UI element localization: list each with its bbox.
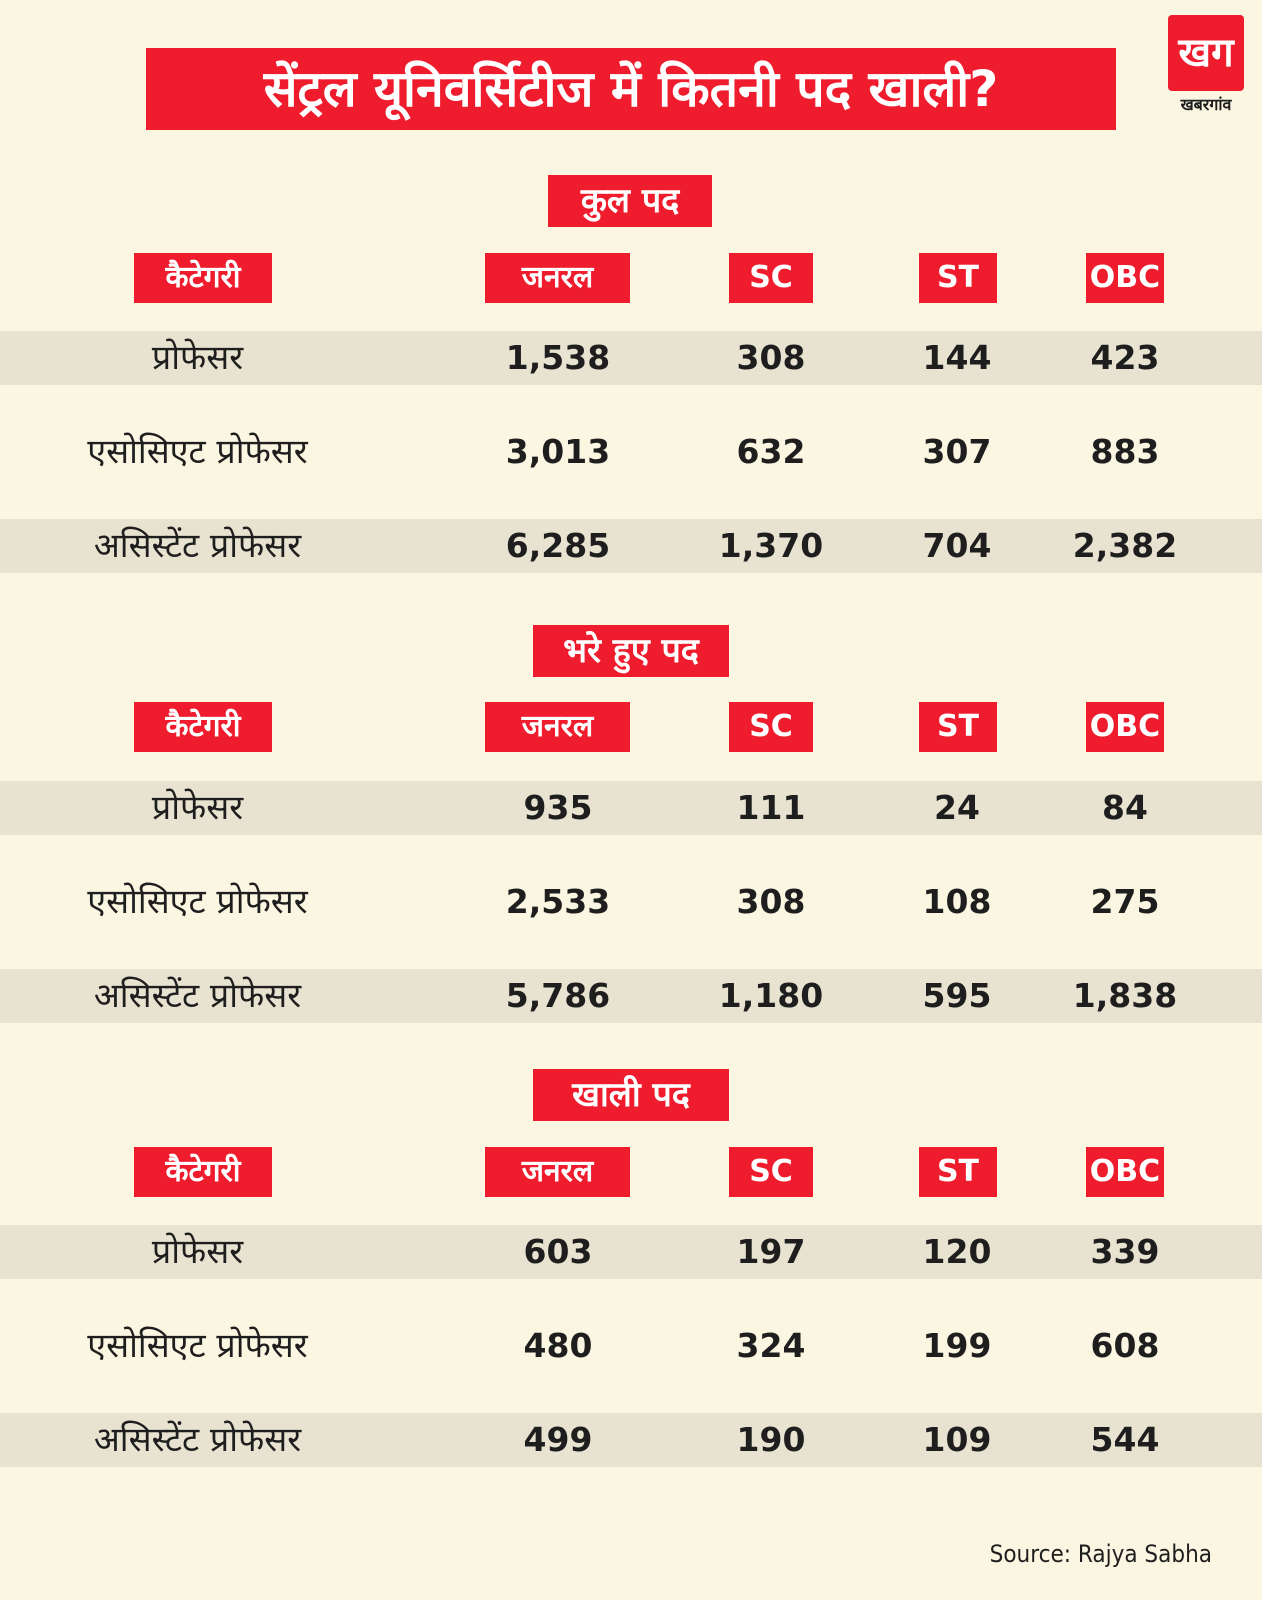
table-cell: 1,180: [718, 976, 824, 1015]
table-row: प्रोफेसर 603 197 120 339: [0, 1225, 1262, 1279]
table-cell: 883: [1090, 432, 1160, 471]
header-general: जनरल: [485, 1147, 630, 1197]
section-title-vacant: खाली पद: [533, 1069, 729, 1121]
header-category: कैटेगरी: [134, 253, 272, 303]
row-label: प्रोफेसर: [151, 788, 244, 828]
table-cell: 307: [922, 432, 992, 471]
header-obc: OBC: [1086, 253, 1164, 303]
table-cell: 544: [1090, 1420, 1160, 1459]
table-cell: 339: [1090, 1232, 1160, 1271]
header-st: ST: [919, 253, 997, 303]
logo: खग खबरगांव: [1168, 15, 1244, 115]
table-cell: 275: [1090, 882, 1160, 921]
table-cell: 632: [736, 432, 806, 471]
row-label: प्रोफेसर: [151, 1232, 244, 1272]
header-sc: SC: [729, 702, 813, 752]
header-obc: OBC: [1086, 1147, 1164, 1197]
table-row: असिस्टेंट प्रोफेसर 6,285 1,370 704 2,382: [0, 519, 1262, 573]
table-cell: 111: [736, 788, 806, 827]
row-label: एसोसिएट प्रोफेसर: [87, 432, 308, 472]
table-cell: 108: [922, 882, 992, 921]
table-cell: 144: [922, 338, 992, 377]
table-row: एसोसिएट प्रोफेसर 480 324 199 608: [0, 1319, 1262, 1373]
logo-mark: खग: [1168, 15, 1244, 91]
table-cell: 190: [736, 1420, 806, 1459]
table-cell: 109: [922, 1420, 992, 1459]
table-cell: 935: [523, 788, 593, 827]
header-general: जनरल: [485, 702, 630, 752]
table-cell: 2,382: [1072, 526, 1178, 565]
table-cell: 1,538: [505, 338, 611, 377]
section-title-filled: भरे हुए पद: [533, 625, 729, 677]
header-category: कैटेगरी: [134, 1147, 272, 1197]
table-cell: 199: [922, 1326, 992, 1365]
table-cell: 608: [1090, 1326, 1160, 1365]
source-note: Source: Rajya Sabha: [989, 1540, 1212, 1568]
row-label: प्रोफेसर: [151, 338, 244, 378]
logo-text: खबरगांव: [1180, 95, 1232, 114]
table-cell: 704: [922, 526, 992, 565]
header-st: ST: [919, 702, 997, 752]
header-category: कैटेगरी: [134, 702, 272, 752]
table-cell: 480: [523, 1326, 593, 1365]
table-row: असिस्टेंट प्रोफेसर 5,786 1,180 595 1,838: [0, 969, 1262, 1023]
table-cell: 308: [736, 882, 806, 921]
header-sc: SC: [729, 1147, 813, 1197]
table-cell: 24: [934, 788, 980, 827]
table-row: एसोसिएट प्रोफेसर 2,533 308 108 275: [0, 875, 1262, 929]
table-cell: 499: [523, 1420, 593, 1459]
row-label: एसोसिएट प्रोफेसर: [87, 1326, 308, 1366]
table-cell: 308: [736, 338, 806, 377]
row-label: असिस्टेंट प्रोफेसर: [93, 526, 302, 566]
page-title: सेंट्रल यूनिवर्सिटीज में कितनी पद खाली?: [146, 48, 1116, 130]
table-cell: 423: [1090, 338, 1160, 377]
table-row: प्रोफेसर 1,538 308 144 423: [0, 331, 1262, 385]
row-label: एसोसिएट प्रोफेसर: [87, 882, 308, 922]
row-label: असिस्टेंट प्रोफेसर: [93, 1420, 302, 1460]
table-cell: 6,285: [505, 526, 611, 565]
table-cell: 595: [922, 976, 992, 1015]
table-cell: 1,838: [1072, 976, 1178, 1015]
header-sc: SC: [729, 253, 813, 303]
header-obc: OBC: [1086, 702, 1164, 752]
table-row: एसोसिएट प्रोफेसर 3,013 632 307 883: [0, 425, 1262, 479]
table-cell: 197: [736, 1232, 806, 1271]
row-label: असिस्टेंट प्रोफेसर: [93, 976, 302, 1016]
table-cell: 5,786: [505, 976, 611, 1015]
section-title-total: कुल पद: [548, 175, 712, 227]
table-cell: 1,370: [718, 526, 824, 565]
table-cell: 2,533: [505, 882, 611, 921]
table-cell: 120: [922, 1232, 992, 1271]
table-cell: 324: [736, 1326, 806, 1365]
table-row: प्रोफेसर 935 111 24 84: [0, 781, 1262, 835]
table-row: असिस्टेंट प्रोफेसर 499 190 109 544: [0, 1413, 1262, 1467]
table-cell: 3,013: [505, 432, 611, 471]
header-general: जनरल: [485, 253, 630, 303]
header-st: ST: [919, 1147, 997, 1197]
table-cell: 603: [523, 1232, 593, 1271]
table-cell: 84: [1102, 788, 1148, 827]
